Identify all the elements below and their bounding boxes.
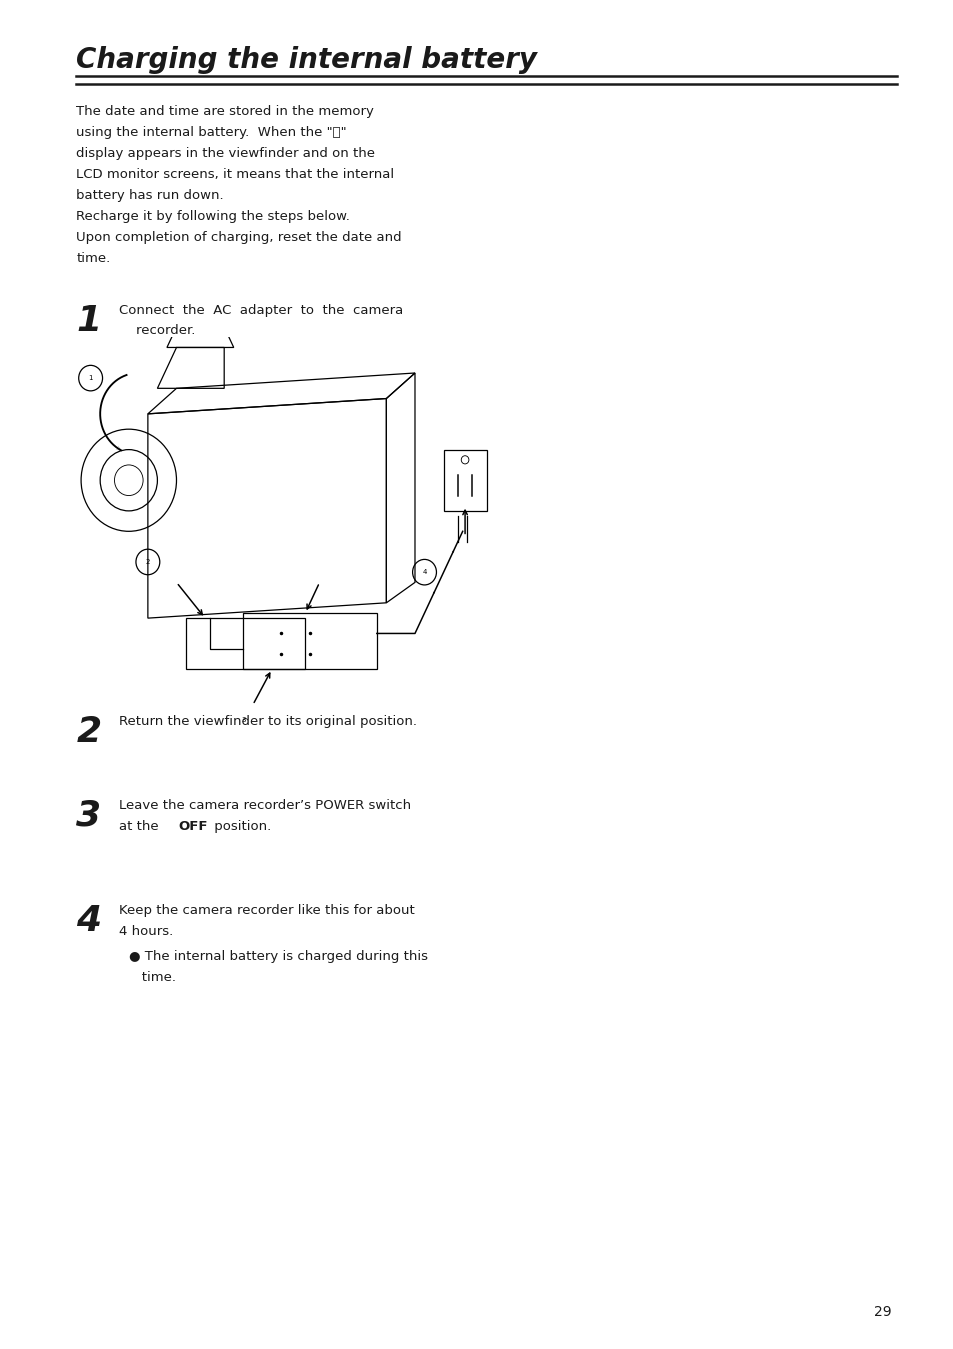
Text: 2: 2 bbox=[76, 715, 101, 749]
Text: Leave the camera recorder’s POWER switch: Leave the camera recorder’s POWER switch bbox=[119, 799, 411, 812]
Text: using the internal battery.  When the "ⓧ": using the internal battery. When the "ⓧ" bbox=[76, 127, 347, 139]
Text: time.: time. bbox=[129, 971, 175, 983]
Text: Recharge it by following the steps below.: Recharge it by following the steps below… bbox=[76, 209, 350, 223]
Text: Connect  the  AC  adapter  to  the  camera: Connect the AC adapter to the camera bbox=[119, 304, 403, 317]
Text: 2: 2 bbox=[146, 558, 150, 565]
Text: 29: 29 bbox=[874, 1306, 891, 1319]
Text: 3: 3 bbox=[241, 718, 245, 723]
Text: ● The internal battery is charged during this: ● The internal battery is charged during… bbox=[129, 950, 427, 963]
Text: 4: 4 bbox=[422, 569, 426, 575]
Text: LCD monitor screens, it means that the internal: LCD monitor screens, it means that the i… bbox=[76, 167, 394, 181]
Text: 4: 4 bbox=[76, 904, 101, 938]
Text: 4 hours.: 4 hours. bbox=[119, 925, 173, 938]
Text: 1: 1 bbox=[76, 304, 101, 337]
Text: The date and time are stored in the memory: The date and time are stored in the memo… bbox=[76, 105, 374, 119]
Text: 3: 3 bbox=[76, 799, 101, 832]
Text: Upon completion of charging, reset the date and: Upon completion of charging, reset the d… bbox=[76, 231, 401, 244]
Text: 1: 1 bbox=[89, 375, 92, 382]
Text: OFF: OFF bbox=[178, 820, 208, 832]
Text: Return the viewfinder to its original position.: Return the viewfinder to its original po… bbox=[119, 715, 416, 728]
Text: recorder.: recorder. bbox=[119, 324, 195, 337]
Text: battery has run down.: battery has run down. bbox=[76, 189, 224, 202]
Text: display appears in the viewfinder and on the: display appears in the viewfinder and on… bbox=[76, 147, 375, 161]
Text: Charging the internal battery: Charging the internal battery bbox=[76, 46, 537, 74]
Text: at the: at the bbox=[119, 820, 163, 832]
Text: Keep the camera recorder like this for about: Keep the camera recorder like this for a… bbox=[119, 904, 415, 917]
Text: time.: time. bbox=[76, 252, 111, 264]
Text: position.: position. bbox=[210, 820, 271, 832]
